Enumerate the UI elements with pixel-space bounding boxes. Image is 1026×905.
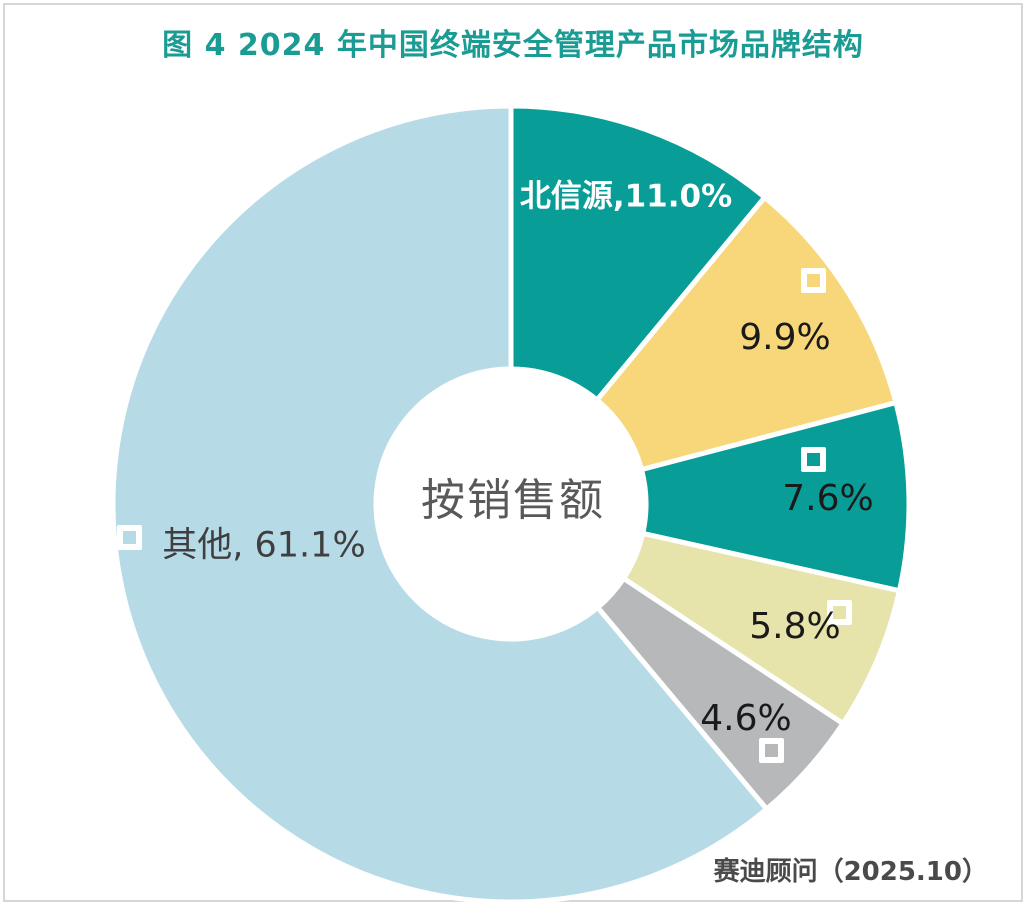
slice-label-3: 5.8% bbox=[749, 606, 841, 647]
logo-placeholder-icon-slice-5 bbox=[117, 525, 142, 550]
donut-center-label: 按销售额 bbox=[421, 475, 605, 526]
pie-slice-1 bbox=[593, 193, 899, 473]
pie-slice-2 bbox=[638, 399, 912, 594]
source-attribution: 赛迪顾问（2025.10） bbox=[713, 857, 988, 887]
logo-placeholder-icon-slice-1 bbox=[801, 268, 826, 293]
slice-label-other: 其他, 61.1% bbox=[162, 525, 366, 566]
logo-placeholder-icon-slice-4 bbox=[759, 738, 784, 763]
slice-label-beixinyuan: 北信源,11.0% bbox=[519, 178, 733, 215]
logo-placeholder-icon-slice-2 bbox=[801, 447, 826, 472]
pie-slice-0-北信源 bbox=[508, 103, 769, 404]
slice-label-2: 7.6% bbox=[782, 478, 874, 519]
logo-placeholder-icon-slice-3 bbox=[827, 600, 852, 625]
slice-label-4: 4.6% bbox=[700, 698, 792, 739]
chart-title: 图 4 2024 年中国终端安全管理产品市场品牌结构 bbox=[162, 28, 864, 63]
slice-label-1: 9.9% bbox=[739, 317, 831, 358]
pie-slice-5-其他 bbox=[110, 103, 771, 905]
